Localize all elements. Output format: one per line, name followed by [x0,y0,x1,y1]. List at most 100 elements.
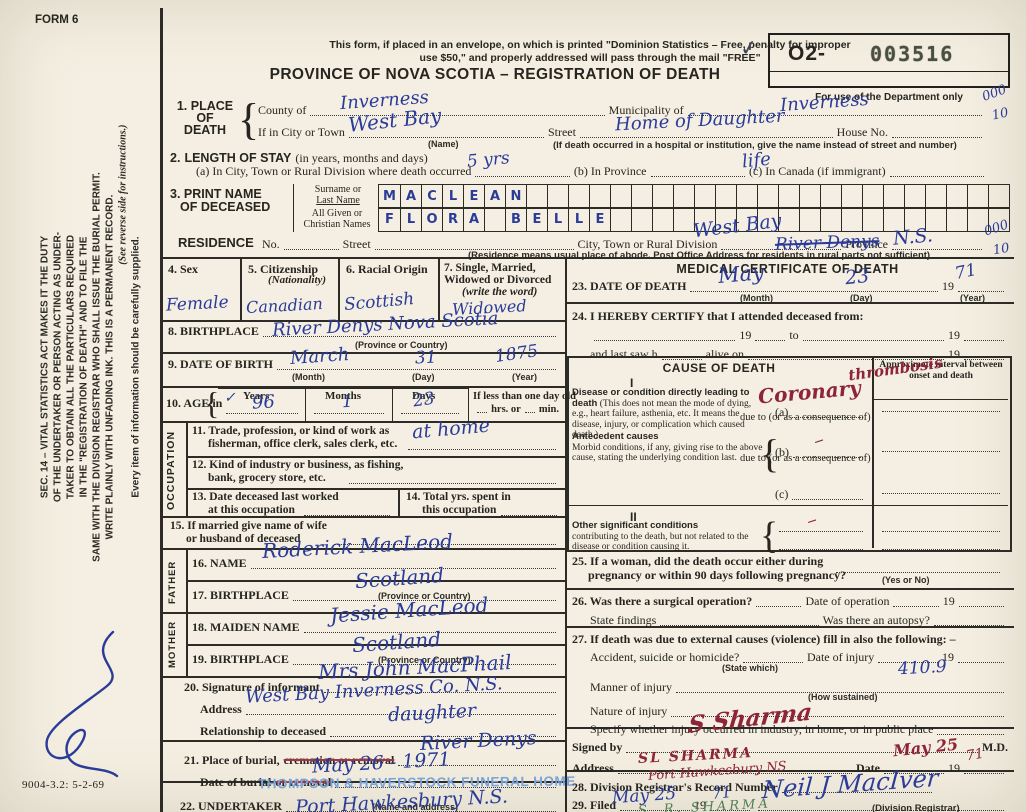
hrs-label: hrs. or [491,404,521,415]
rule [438,258,440,320]
street-line [579,131,833,138]
city-street-row: If in City or Town Street House No. [258,125,986,140]
name-grid-cell [967,208,988,231]
stay-c-line [889,170,985,177]
other-bold: Other significant conditions [572,520,699,531]
field25-l2: pregnancy or within 90 days following pr… [588,568,847,582]
rule [162,548,565,550]
field7-l2: Widowed or Divorced [444,274,552,286]
disease-bold: Disease or condition directly lead­ing t… [572,387,750,409]
code-top2: 10 [990,105,1010,124]
other-label: Other significant conditions contributin… [572,520,768,553]
name-grid-cell [778,185,799,207]
name-grid-cell [610,185,631,207]
line [755,334,786,341]
record-number-stamp: 003516 [870,42,955,66]
line [334,538,556,545]
print-name-label: 3. PRINT NAME OF DECEASED [170,188,270,214]
place-l1: PLACE [190,99,234,113]
name-sub: (Name) [428,139,459,149]
name-grid-cell [904,185,925,207]
field27-manner-label: Manner of injury [590,680,672,694]
date-19: 19 [948,761,960,775]
name-grid-cell: L [442,185,463,207]
stay-a-label: (a) In City, Town or Rural Division wher… [196,164,472,178]
rule [565,588,1014,590]
rule [392,388,394,421]
rule [162,352,565,354]
interval-other1 [878,525,1004,534]
f29-19: 19 [694,798,706,812]
name-grid-cell: A [400,185,421,207]
field8-row: 8. BIRTHPLACE [168,324,560,339]
name-grid-cell: O [421,208,442,231]
field12-l1: 12. Kind of industry or business, as fis… [192,459,404,471]
line [882,543,1000,550]
field29-row: 29. Filed 19 [572,798,1008,812]
field14-label: 14. Total yrs. spent in this occupation [406,491,511,517]
residence-no-line [283,243,339,250]
field23-year-line [958,285,1004,292]
stay-row: (a) In City, Town or Rural Division wher… [196,164,988,179]
rule [872,399,1008,401]
field14-l1: 14. Total yrs. spent in [406,491,511,503]
field23-sub-month: (Month) [740,293,773,303]
mother-strip-divider [186,612,188,676]
date-label: Date [856,761,880,775]
street-label: Street [547,125,576,139]
interval-a-line [878,405,1004,414]
stay-c-label: (c) In Canada (if immigrant) [748,164,886,178]
plate-code: 9004-3.2: 5-2-69 [22,779,105,791]
field9-day: 31 [414,347,438,369]
stay-title: LENGTH OF STAY [184,151,292,165]
line [304,509,390,516]
field18-label: 18. MAIDEN NAME [192,620,300,634]
line [626,746,978,753]
rule [162,781,565,783]
field23-sub-day: (Day) [850,293,873,303]
field23-row: 23. DATE OF DEATH 19 [572,279,1008,294]
name-grid-cell: F [385,212,394,227]
margin-line: SEC. 14 – VITAL STATISTICS ACT MAKES IT … [39,235,51,499]
dept-use-note: For use of the Department only [815,92,963,103]
rule [162,516,565,518]
mother-strip-label: MOTHER [167,620,178,668]
stay-b-line [650,170,745,177]
field20-rel-line [330,730,556,737]
check-mark: ✓ [738,34,760,62]
name-grid-cell [799,208,820,231]
min-label: min. [538,404,560,415]
antecedent-bold: Antecedent causes [572,431,659,442]
city-line [348,131,544,138]
mail-note-line1: This form, if placed in an envelope, on … [329,39,851,51]
name-grid-cell [715,208,736,231]
place-brace: { [238,95,260,144]
name-grid-cell: L [400,208,421,231]
f26-19: 19 [942,594,955,608]
margin-divider [160,8,163,812]
name-grid-cell: L [547,208,568,231]
antecedent-rest: Morbid conditions, if any, giving rise t… [572,442,763,464]
name-grid-cell [736,185,757,207]
line [756,600,802,607]
address-label: Address [572,761,614,775]
field5-label: 5. Citizenship [248,262,319,276]
field13-label: 13. Date deceased last worked at this oc… [192,491,339,517]
disease-label: Disease or condition directly lead­ing t… [572,387,768,441]
signed-label: Signed by [572,740,623,754]
field15-line [330,538,560,547]
name-grid-cell [883,185,904,207]
line [779,525,863,532]
line [792,411,863,418]
other-line1 [775,525,867,534]
field12-line [345,477,560,486]
field23-month: May [717,260,765,288]
line [226,407,298,414]
field20-addr-label: Address [200,702,242,716]
name-grid-cell [946,185,967,207]
name-grid-cell [694,208,715,231]
residence-no-label: No. [262,237,280,251]
name-grid-cell [652,208,673,231]
